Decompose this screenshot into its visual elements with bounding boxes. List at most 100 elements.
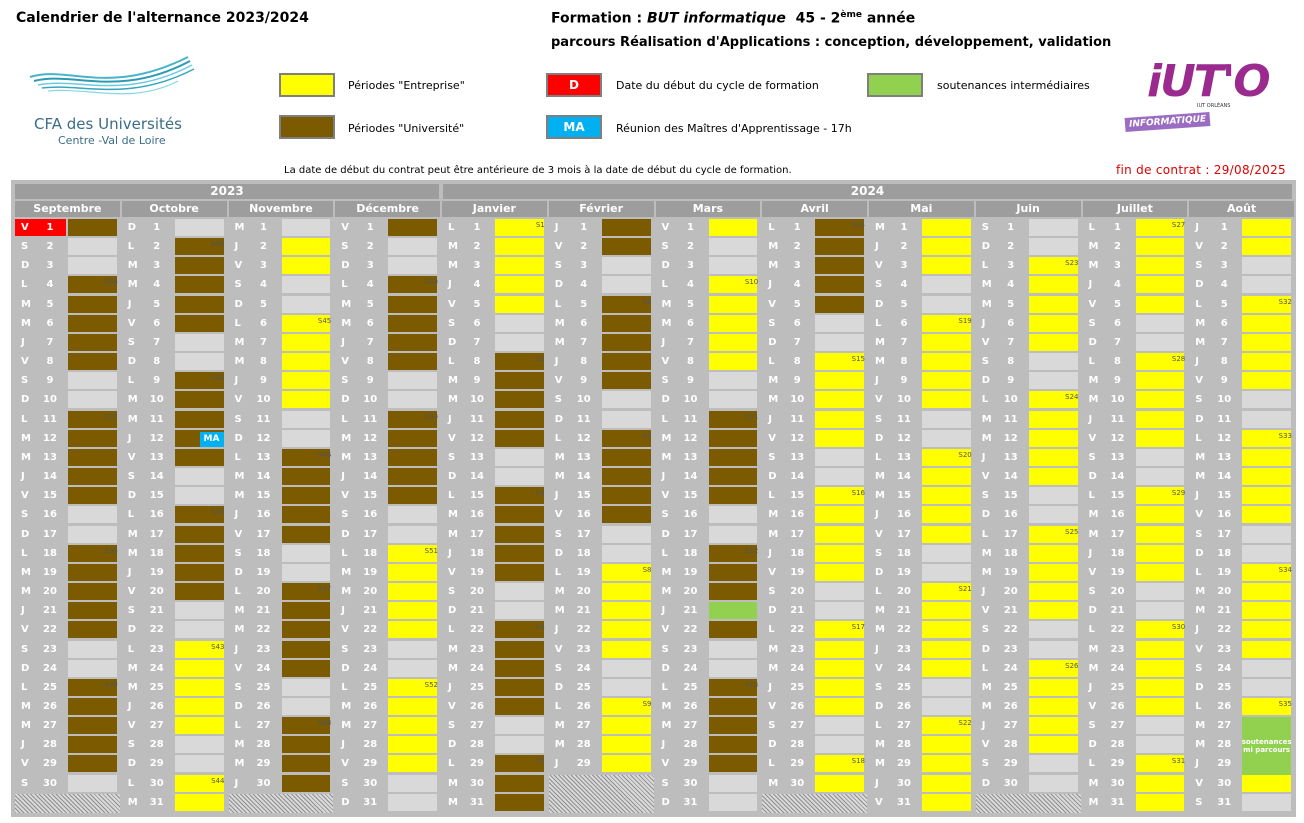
day-number: 22 bbox=[149, 624, 164, 636]
day-cell bbox=[1135, 448, 1185, 466]
day-row: M 24 bbox=[1083, 659, 1188, 677]
day-cell bbox=[815, 468, 864, 486]
day-cell bbox=[68, 678, 117, 696]
day-letter: L bbox=[1195, 298, 1202, 310]
day-letter: M bbox=[1195, 317, 1206, 329]
day-letter: M bbox=[341, 432, 352, 444]
day-cell bbox=[601, 755, 651, 773]
week-label: S35 bbox=[1278, 700, 1292, 708]
day-number: 20 bbox=[149, 586, 164, 598]
day-letter: D bbox=[981, 241, 991, 253]
day-cell bbox=[281, 391, 331, 409]
day-row: S 11 bbox=[229, 410, 334, 428]
day-number: 31 bbox=[363, 796, 378, 808]
day-number: 13 bbox=[1003, 451, 1018, 463]
day-cell bbox=[388, 793, 437, 811]
day-number: 7 bbox=[473, 336, 481, 348]
day-cell bbox=[708, 525, 758, 543]
day-cell bbox=[1242, 429, 1291, 447]
day-row: J 26 bbox=[122, 698, 227, 715]
day-letter: S bbox=[768, 720, 776, 732]
day-cell bbox=[922, 257, 971, 275]
day-letter: L bbox=[127, 509, 135, 521]
month-header: Juillet bbox=[1082, 201, 1188, 217]
day-number: 18 bbox=[1003, 547, 1018, 559]
day-cell bbox=[495, 640, 544, 658]
day-cell bbox=[495, 372, 544, 390]
day-cell bbox=[1242, 219, 1291, 236]
day-cell bbox=[922, 372, 971, 390]
day-letter: J bbox=[448, 279, 452, 291]
day-letter: M bbox=[768, 777, 779, 789]
day-row: L 12 bbox=[549, 429, 654, 447]
day-cell bbox=[388, 621, 437, 639]
day-cell bbox=[815, 525, 864, 543]
day-letter: M bbox=[341, 720, 352, 732]
day-cell bbox=[1242, 448, 1291, 466]
day-letter: J bbox=[981, 720, 986, 732]
day-row: V 10 bbox=[869, 391, 974, 409]
day-number: 3 bbox=[153, 260, 161, 272]
day-cell bbox=[388, 295, 437, 313]
day-cell bbox=[1135, 506, 1185, 524]
day-cell bbox=[1242, 698, 1291, 715]
day-number: 25 bbox=[43, 681, 57, 693]
day-cell bbox=[281, 506, 331, 524]
day-letter: S bbox=[875, 279, 883, 291]
day-letter: L bbox=[1195, 432, 1202, 444]
day-number: 3 bbox=[793, 260, 801, 272]
day-number: 28 bbox=[149, 739, 164, 751]
day-number: 10 bbox=[790, 394, 805, 406]
day-cell bbox=[495, 448, 544, 466]
day-letter: V bbox=[341, 356, 349, 368]
day-letter: M bbox=[661, 720, 672, 732]
day-cell bbox=[281, 257, 331, 275]
day-cell bbox=[1242, 333, 1291, 351]
empty-day-hatch bbox=[762, 793, 867, 813]
day-cell bbox=[601, 410, 651, 428]
day-letter: J bbox=[661, 336, 666, 348]
day-letter: D bbox=[1195, 279, 1204, 291]
day-letter: L bbox=[21, 413, 28, 425]
day-number: 29 bbox=[897, 758, 911, 770]
day-letter: L bbox=[554, 566, 562, 578]
day-letter: M bbox=[234, 605, 245, 617]
day-cell bbox=[281, 238, 331, 256]
week-label: S21 bbox=[958, 585, 972, 594]
day-number: 29 bbox=[470, 758, 484, 770]
day-number: 24 bbox=[683, 662, 698, 674]
day-number: 27 bbox=[897, 720, 911, 732]
day-letter: M bbox=[1195, 471, 1206, 483]
day-row: V 26 bbox=[442, 698, 547, 715]
day-cell bbox=[281, 602, 331, 620]
day-cell bbox=[68, 468, 117, 486]
day-row: D 26 bbox=[869, 698, 974, 715]
day-cell bbox=[708, 717, 758, 735]
day-cell bbox=[388, 238, 437, 256]
day-row: M 19 bbox=[15, 563, 120, 581]
day-cell bbox=[815, 659, 864, 677]
day-number: 18 bbox=[363, 547, 378, 559]
day-number: 8 bbox=[580, 356, 588, 368]
day-number: 12 bbox=[576, 432, 591, 444]
day-row: M 14 bbox=[229, 468, 334, 486]
day-cell bbox=[601, 219, 651, 236]
day-number: 20 bbox=[470, 586, 484, 598]
week-label: S34 bbox=[1278, 565, 1292, 574]
day-letter: V bbox=[875, 796, 883, 808]
day-cell bbox=[1028, 276, 1078, 294]
day-number: 14 bbox=[576, 471, 591, 483]
day-row: J 23 bbox=[229, 640, 334, 658]
day-cell bbox=[495, 525, 544, 543]
day-letter: J bbox=[1195, 758, 1199, 770]
fin-contrat: fin de contrat : 29/08/2025 bbox=[1116, 163, 1286, 177]
month-3: Décembre V 1 S 2 D 3 L 4 M 5 M 6 J 7 V 8 S 9 D 10 L 11 M 12 M 13 J 1… bbox=[335, 201, 440, 815]
day-row: L 10 bbox=[976, 391, 1081, 409]
day-cell bbox=[601, 353, 651, 371]
